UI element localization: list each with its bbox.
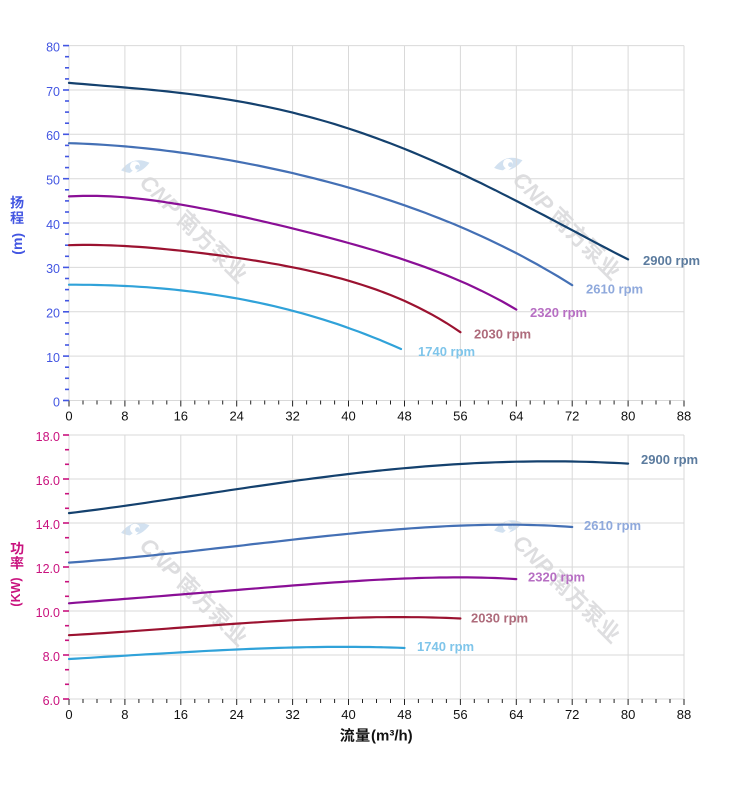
svg-text:14.0: 14.0 <box>36 518 60 532</box>
svg-text:80: 80 <box>621 409 635 424</box>
svg-text:16: 16 <box>174 707 188 722</box>
svg-text:48: 48 <box>397 409 411 424</box>
svg-text:18.0: 18.0 <box>36 430 60 444</box>
svg-text:40: 40 <box>341 707 355 722</box>
svg-text:60: 60 <box>46 129 60 143</box>
svg-text:2030 rpm: 2030 rpm <box>471 611 528 626</box>
svg-text:56: 56 <box>453 707 467 722</box>
svg-text:30: 30 <box>46 262 60 276</box>
svg-text:0: 0 <box>65 707 72 722</box>
svg-text:40: 40 <box>341 409 355 424</box>
svg-text:56: 56 <box>453 409 467 424</box>
svg-text:40: 40 <box>46 218 60 232</box>
svg-text:32: 32 <box>285 409 299 424</box>
svg-text:64: 64 <box>509 707 523 722</box>
svg-text:0: 0 <box>53 395 60 409</box>
svg-text:2610 rpm: 2610 rpm <box>584 518 641 533</box>
svg-text:(KW): (KW) <box>9 577 23 606</box>
svg-text:88: 88 <box>677 409 691 424</box>
svg-text:2320 rpm: 2320 rpm <box>528 570 585 585</box>
svg-text:16.0: 16.0 <box>36 474 60 488</box>
svg-text:16: 16 <box>174 409 188 424</box>
svg-text:50: 50 <box>46 174 60 188</box>
svg-text:70: 70 <box>46 85 60 99</box>
svg-text:8: 8 <box>121 409 128 424</box>
svg-text:2030 rpm: 2030 rpm <box>474 327 531 342</box>
svg-text:1740 rpm: 1740 rpm <box>418 344 475 359</box>
svg-text:2900 rpm: 2900 rpm <box>641 452 698 467</box>
svg-text:80: 80 <box>621 707 635 722</box>
svg-text:12.0: 12.0 <box>36 562 60 576</box>
svg-text:8.0: 8.0 <box>43 650 60 664</box>
svg-text:32: 32 <box>285 707 299 722</box>
svg-text:2610 rpm: 2610 rpm <box>586 282 643 297</box>
svg-text:8: 8 <box>121 707 128 722</box>
svg-text:10: 10 <box>46 351 60 365</box>
svg-text:72: 72 <box>565 707 579 722</box>
svg-text:0: 0 <box>65 409 72 424</box>
svg-text:1740 rpm: 1740 rpm <box>417 639 474 654</box>
svg-text:2320 rpm: 2320 rpm <box>530 305 587 320</box>
svg-text:64: 64 <box>509 409 523 424</box>
svg-text:10.0: 10.0 <box>36 606 60 620</box>
svg-text:20: 20 <box>46 307 60 321</box>
svg-text:(m³/h): (m³/h) <box>371 727 413 744</box>
svg-text:(m): (m) <box>9 233 25 255</box>
svg-text:72: 72 <box>565 409 579 424</box>
svg-text:48: 48 <box>397 707 411 722</box>
svg-text:80: 80 <box>46 40 60 54</box>
svg-text:24: 24 <box>229 707 243 722</box>
svg-text:24: 24 <box>229 409 243 424</box>
svg-text:88: 88 <box>677 707 691 722</box>
svg-text:2900 rpm: 2900 rpm <box>643 253 700 268</box>
svg-text:6.0: 6.0 <box>43 694 60 708</box>
